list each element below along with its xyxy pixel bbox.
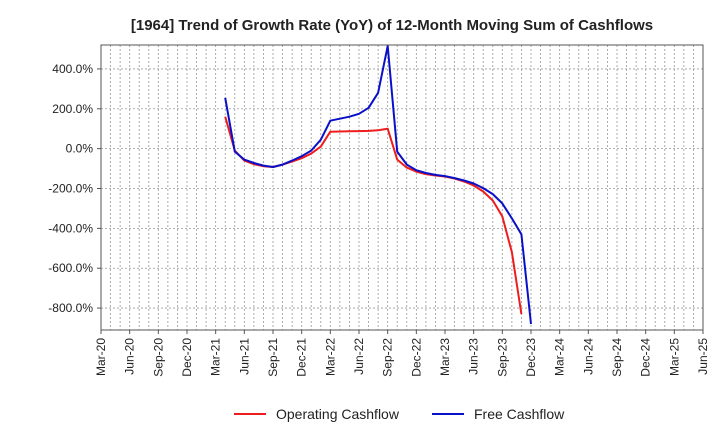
x-tick-label: Dec-22 — [409, 338, 423, 377]
y-axis-ticks: -800.0% -600.0% -400.0% -200.0% 0.0% 200.0% 40… — [48, 62, 101, 315]
x-tick-label: Dec-23 — [524, 338, 538, 377]
x-tick-label: Dec-20 — [180, 338, 194, 377]
y-tick-label: 200.0% — [52, 102, 93, 116]
x-tick-label: Mar-20 — [94, 338, 108, 376]
y-tick-label: 400.0% — [52, 62, 93, 76]
x-tick-label: Mar-22 — [323, 338, 337, 376]
x-tick-label: Mar-25 — [667, 338, 681, 376]
legend: Operating Cashflow Free Cashflow — [234, 406, 565, 422]
x-tick-label: Sep-20 — [151, 338, 165, 377]
x-tick-label: Jun-24 — [581, 338, 595, 375]
plot-frame — [100, 44, 704, 331]
x-tick-label: Mar-23 — [438, 338, 452, 376]
y-tick-label: -400.0% — [48, 221, 93, 235]
x-tick-label: Sep-23 — [495, 338, 509, 377]
x-tick-label: Jun-22 — [352, 338, 366, 375]
legend-label: Free Cashflow — [474, 406, 565, 422]
grid — [100, 45, 704, 330]
series-line-operating-cashflow — [224, 116, 523, 315]
chart-title: [1964] Trend of Growth Rate (YoY) of 12-… — [131, 17, 653, 34]
x-tick-label: Jun-23 — [467, 338, 481, 375]
x-tick-label: Sep-22 — [381, 338, 395, 377]
series-line-free-cashflow — [224, 45, 532, 325]
x-tick-label: Jun-25 — [696, 338, 710, 375]
y-tick-label: -600.0% — [48, 261, 93, 275]
legend-label: Operating Cashflow — [276, 406, 400, 422]
x-tick-label: Mar-21 — [209, 338, 223, 376]
x-tick-label: Dec-24 — [639, 338, 653, 377]
x-tick-label: Mar-24 — [553, 338, 567, 376]
y-tick-label: -200.0% — [48, 181, 93, 195]
y-tick-label: 0.0% — [66, 142, 94, 156]
x-tick-label: Jun-20 — [123, 338, 137, 375]
x-tick-label: Sep-24 — [610, 338, 624, 377]
x-tick-label: Jun-21 — [237, 338, 251, 375]
x-tick-label: Dec-21 — [295, 338, 309, 377]
y-tick-label: -800.0% — [48, 301, 93, 315]
series-lines — [224, 45, 532, 325]
x-axis-ticks: Mar-20 Jun-20 Sep-20 Dec-20 Mar-21 Jun-21 Sep-… — [94, 330, 710, 377]
x-tick-label: Sep-21 — [266, 338, 280, 377]
